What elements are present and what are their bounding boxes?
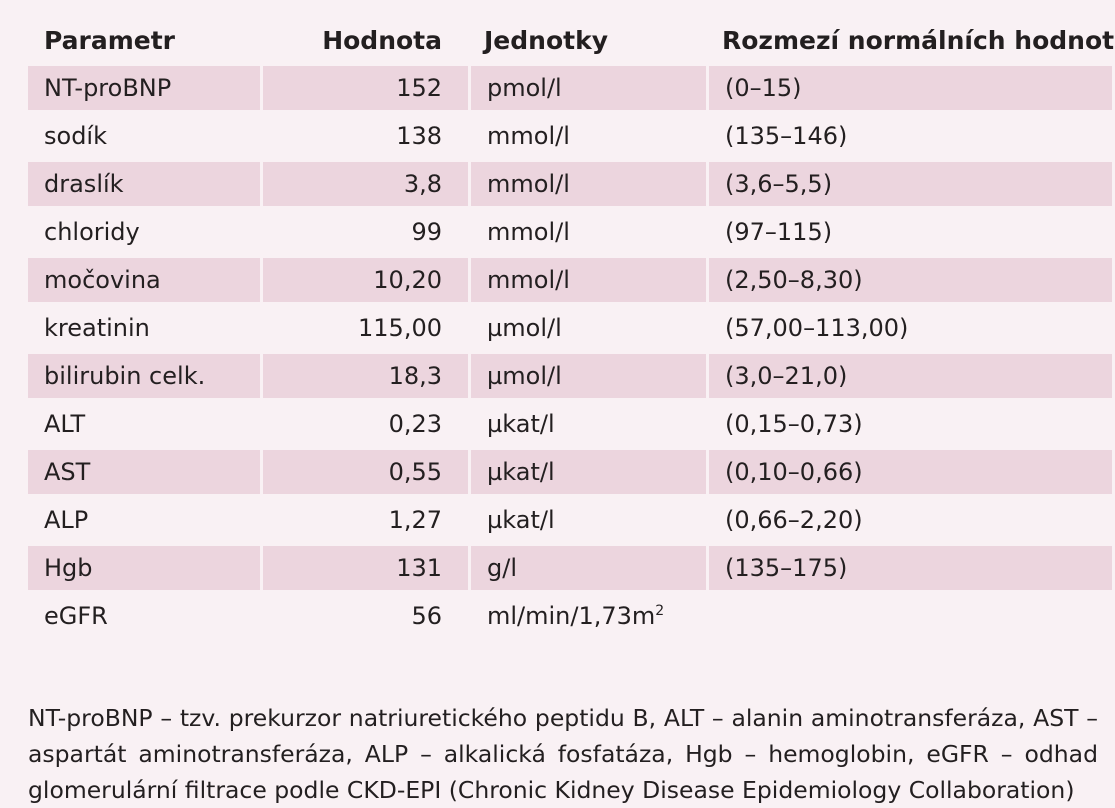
cell-param: močovina	[28, 258, 260, 302]
unit-superscript: 2	[655, 603, 665, 619]
cell-range: (97–115)	[725, 218, 833, 246]
cell-param: sodík	[44, 122, 107, 150]
table-row: eGFR 56 ml/min/1,73m2	[28, 594, 1112, 638]
cell-param: Hgb	[28, 546, 260, 590]
lab-results-table-container: Parametr Hodnota Jednotky Rozmezí normál…	[28, 14, 1115, 642]
cell-value: 10,20	[260, 258, 468, 302]
cell-unit: pmol/l	[468, 66, 706, 110]
cell-value: 0,55	[260, 450, 468, 494]
cell-param: eGFR	[44, 602, 108, 630]
table-row: NT-proBNP 152 pmol/l (0–15)	[28, 66, 1112, 110]
table-row: bilirubin celk. 18,3 µmol/l (3,0–21,0)	[28, 354, 1112, 398]
cell-unit: mmol/l	[487, 218, 570, 246]
cell-unit: µkat/l	[487, 410, 555, 438]
lab-results-table: Parametr Hodnota Jednotky Rozmezí normál…	[28, 14, 1115, 642]
table-row: AST 0,55 µkat/l (0,10–0,66)	[28, 450, 1112, 494]
cell-range: (0,66–2,20)	[725, 506, 863, 534]
cell-unit: mmol/l	[468, 258, 706, 302]
table-row: chloridy 99 mmol/l (97–115)	[28, 210, 1112, 254]
cell-param: AST	[28, 450, 260, 494]
header-parametr: Parametr	[44, 25, 176, 55]
cell-value: 0,23	[388, 410, 442, 438]
unit-text: ml/min/1,73m	[487, 602, 656, 630]
cell-range: (2,50–8,30)	[706, 258, 1112, 302]
table-row: ALT 0,23 µkat/l (0,15–0,73)	[28, 402, 1112, 446]
cell-value: 115,00	[358, 314, 442, 342]
cell-value: 56	[411, 602, 442, 630]
cell-range: (0,10–0,66)	[706, 450, 1112, 494]
cell-param: NT-proBNP	[28, 66, 260, 110]
cell-value: 131	[260, 546, 468, 590]
cell-range: (57,00–113,00)	[725, 314, 909, 342]
cell-range: (0–15)	[706, 66, 1112, 110]
cell-value: 138	[396, 122, 442, 150]
table-row: ALP 1,27 µkat/l (0,66–2,20)	[28, 498, 1112, 542]
cell-param: draslík	[28, 162, 260, 206]
table-row: kreatinin 115,00 µmol/l (57,00–113,00)	[28, 306, 1112, 350]
header-rozmezi: Rozmezí normálních hodnot	[722, 25, 1115, 55]
header-jednotky: Jednotky	[484, 25, 608, 55]
table-row: Hgb 131 g/l (135–175)	[28, 546, 1112, 590]
cell-value: 3,8	[260, 162, 468, 206]
table-row: močovina 10,20 mmol/l (2,50–8,30)	[28, 258, 1112, 302]
cell-range	[706, 594, 1112, 638]
cell-param: chloridy	[44, 218, 140, 246]
cell-value: 99	[411, 218, 442, 246]
cell-range: (3,6–5,5)	[706, 162, 1112, 206]
header-hodnota: Hodnota	[322, 25, 442, 55]
cell-unit: mmol/l	[468, 162, 706, 206]
cell-unit: µmol/l	[468, 354, 706, 398]
cell-param: ALT	[44, 410, 86, 438]
cell-param: ALP	[44, 506, 89, 534]
cell-value: 1,27	[388, 506, 442, 534]
cell-unit: µmol/l	[487, 314, 562, 342]
cell-value: 152	[260, 66, 468, 110]
cell-value: 18,3	[260, 354, 468, 398]
table-header-row: Parametr Hodnota Jednotky Rozmezí normál…	[28, 18, 1115, 62]
cell-unit: µkat/l	[487, 506, 555, 534]
cell-unit: g/l	[468, 546, 706, 590]
cell-param: bilirubin celk.	[28, 354, 260, 398]
cell-unit: mmol/l	[487, 122, 570, 150]
cell-range: (0,15–0,73)	[725, 410, 863, 438]
cell-range: (135–146)	[725, 122, 848, 150]
table-footnote: NT-proBNP – tzv. prekurzor natriuretické…	[28, 703, 1098, 804]
cell-unit: µkat/l	[468, 450, 706, 494]
cell-range: (135–175)	[706, 546, 1112, 590]
table-row: draslík 3,8 mmol/l (3,6–5,5)	[28, 162, 1112, 206]
cell-range: (3,0–21,0)	[706, 354, 1112, 398]
cell-unit: ml/min/1,73m2	[468, 594, 706, 638]
table-row: sodík 138 mmol/l (135–146)	[28, 114, 1112, 158]
cell-param: kreatinin	[44, 314, 150, 342]
